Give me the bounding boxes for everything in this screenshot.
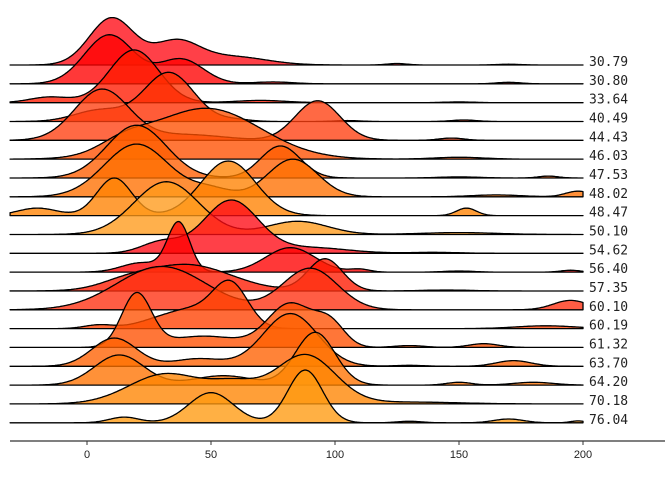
row-label: 64.20	[589, 375, 628, 390]
row-label: 47.53	[589, 168, 628, 183]
row-label: 50.10	[589, 225, 628, 240]
row-label: 40.49	[589, 112, 628, 127]
row-label: 54.62	[589, 243, 628, 258]
ridge-30.80	[9, 34, 584, 85]
x-tick-label: 0	[84, 449, 90, 461]
row-label: 76.04	[589, 413, 628, 428]
x-axis-ticks: 0 50 100 150 200	[84, 441, 592, 461]
ridge-48.47	[9, 160, 584, 217]
row-label: 33.64	[589, 93, 628, 108]
row-label: 61.32	[589, 337, 628, 352]
row-label: 30.79	[589, 55, 628, 70]
x-tick-label: 50	[205, 449, 217, 461]
row-label: 44.43	[589, 130, 628, 145]
x-tick-label: 100	[326, 449, 344, 461]
row-labels: 30.79 30.80 33.64 40.49 44.43 46.03 47.53 48.02…	[589, 55, 628, 428]
row-label: 60.10	[589, 300, 628, 315]
row-label: 60.19	[589, 319, 628, 334]
row-label: 63.70	[589, 356, 628, 371]
ridges	[9, 16, 584, 424]
ridge-76.04	[9, 369, 584, 424]
row-label: 57.35	[589, 281, 628, 296]
x-tick-label: 150	[450, 449, 468, 461]
ridge-63.70	[9, 312, 584, 367]
row-label: 70.18	[589, 394, 628, 409]
row-label: 48.02	[589, 187, 628, 202]
ridge-54.62	[9, 199, 584, 254]
row-label: 30.80	[589, 74, 628, 89]
ridge-56.40	[9, 220, 584, 273]
ridge-44.43	[9, 88, 584, 141]
row-label: 46.03	[589, 149, 628, 164]
row-label: 48.47	[589, 206, 628, 221]
ridge-48.02	[9, 143, 584, 198]
x-tick-label: 200	[574, 449, 592, 461]
ridge-60.10	[9, 265, 584, 311]
row-label: 56.40	[589, 262, 628, 277]
ridge-50.10	[9, 181, 584, 236]
ridge-30.79	[9, 16, 584, 66]
